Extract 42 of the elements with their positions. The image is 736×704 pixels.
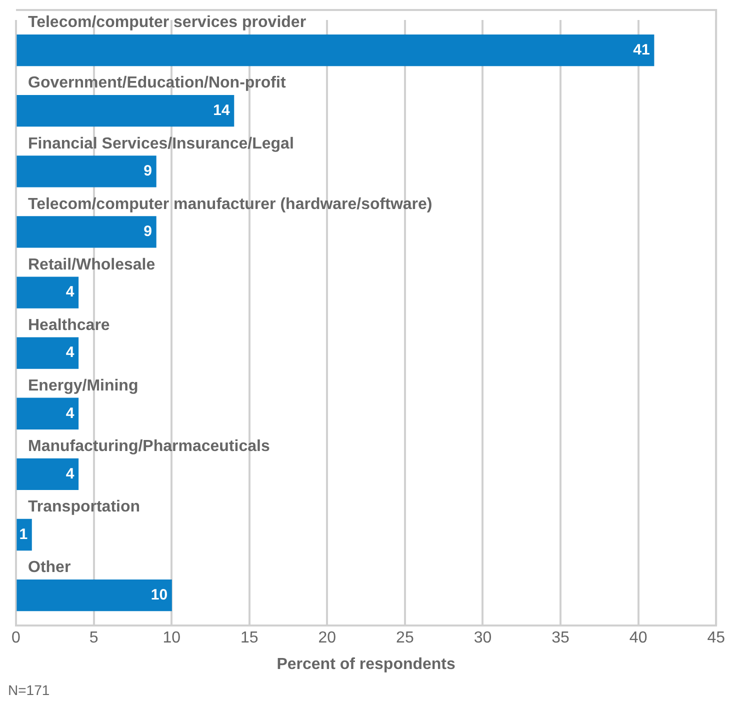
data-label: 9 bbox=[144, 223, 152, 240]
x-tick-label: 0 bbox=[12, 630, 21, 647]
x-tick-label: 20 bbox=[318, 630, 336, 647]
bar bbox=[16, 34, 654, 66]
y-tick-label: Telecom/computer services provider bbox=[28, 14, 306, 32]
y-tick-label: Financial Services/Insurance/Legal bbox=[28, 135, 294, 152]
y-tick-label: Energy/Mining bbox=[28, 378, 138, 395]
data-label: 14 bbox=[213, 102, 230, 119]
y-tick-label: Manufacturing/Pharmaceuticals bbox=[28, 438, 270, 456]
data-label: 4 bbox=[66, 404, 75, 422]
y-tick-label: Transportation bbox=[28, 498, 140, 516]
x-tick-label: 40 bbox=[629, 630, 648, 647]
x-tick-label: 45 bbox=[707, 630, 726, 647]
bar bbox=[16, 398, 79, 430]
y-tick-label: Government/Education/Non-profit bbox=[28, 74, 286, 92]
x-tick-label: 30 bbox=[474, 630, 492, 647]
data-label: 41 bbox=[633, 41, 650, 58]
bar bbox=[16, 276, 79, 308]
data-label: 1 bbox=[19, 526, 28, 543]
x-tick-label: 25 bbox=[396, 630, 414, 647]
y-tick-label: Retail/Wholesale bbox=[28, 256, 156, 274]
bar bbox=[16, 579, 172, 612]
bar bbox=[16, 95, 234, 127]
data-label: 9 bbox=[144, 162, 152, 180]
bar bbox=[16, 156, 156, 188]
x-tick-label: 15 bbox=[240, 630, 258, 647]
x-tick-label: 5 bbox=[89, 630, 98, 647]
x-axis-title: Percent of respondents bbox=[276, 656, 456, 673]
y-tick-label: Telecom/computer manufacturer (hardware/software) bbox=[28, 196, 432, 213]
x-tick-label: 35 bbox=[552, 630, 570, 647]
data-label: 4 bbox=[66, 284, 75, 301]
bar bbox=[16, 458, 79, 490]
text: N=171 bbox=[8, 682, 51, 698]
bar bbox=[16, 337, 79, 369]
y-tick-label: Other bbox=[28, 559, 71, 576]
data-label: 4 bbox=[66, 465, 75, 482]
bar bbox=[16, 518, 32, 551]
y-tick-label: Healthcare bbox=[28, 316, 110, 334]
x-tick-label: 10 bbox=[162, 630, 181, 647]
data-label: 10 bbox=[150, 586, 168, 604]
bar bbox=[16, 216, 156, 248]
data-label: 4 bbox=[66, 344, 75, 362]
